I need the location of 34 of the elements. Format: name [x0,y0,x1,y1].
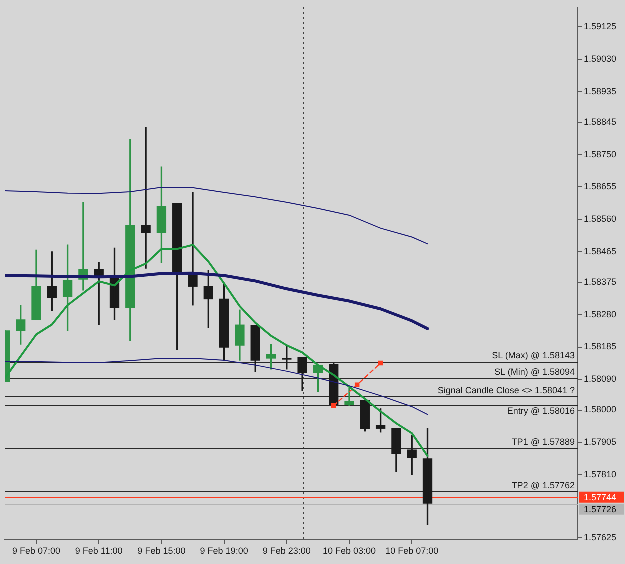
ref-line-label: Signal Candle Close <> 1.58041 ? [438,385,575,396]
ref-line-label: 1.57744 [584,492,617,502]
ref-line-label: TP2 @ 1.57762 [512,480,575,490]
y-tick-label: 1.59030 [584,54,617,64]
ref-line-label: SL (Min) @ 1.58094 [494,367,575,378]
y-tick-label: 1.58000 [584,404,617,415]
y-tick-label: 1.58465 [584,246,617,256]
x-tick-label: 9 Feb 11:00 [75,546,123,556]
y-tick-label: 1.57810 [584,469,617,480]
y-tick-label: 1.58845 [584,116,617,127]
ref-line-label: SL (Max) @ 1.58143 [492,350,575,361]
y-tick-label: 1.58280 [584,309,617,320]
y-tick-label: 1.58655 [584,182,617,192]
x-tick-label: 9 Feb 19:00 [200,546,248,556]
ref-line-label: Entry @ 1.58016 [507,406,575,416]
ref-line-label: 1.57726 [584,504,617,514]
y-tick-label: 1.58560 [584,214,617,224]
x-tick-label: 9 Feb 23:00 [262,546,311,556]
point [378,360,384,366]
y-tick-label: 1.59125 [584,22,617,32]
point [331,403,336,408]
x-tick-label: 10 Feb 03:00 [322,546,376,556]
x-tick-label: 9 Feb 15:00 [138,546,186,556]
y-tick-label: 1.58750 [584,149,617,160]
y-tick-label: 1.58185 [584,342,617,352]
y-tick-label: 1.58935 [584,86,617,96]
ref-line-label: TP1 @ 1.57889 [512,437,575,448]
y-tick-label: 1.57625 [584,532,617,542]
y-tick-label: 1.57905 [584,437,617,448]
y-tick-label: 1.58090 [584,374,617,384]
x-tick-label: 10 Feb 07:00 [386,546,439,556]
x-tick-label: 9 Feb 07:00 [12,546,61,556]
point [354,382,360,388]
y-tick-label: 1.58375 [584,277,617,288]
